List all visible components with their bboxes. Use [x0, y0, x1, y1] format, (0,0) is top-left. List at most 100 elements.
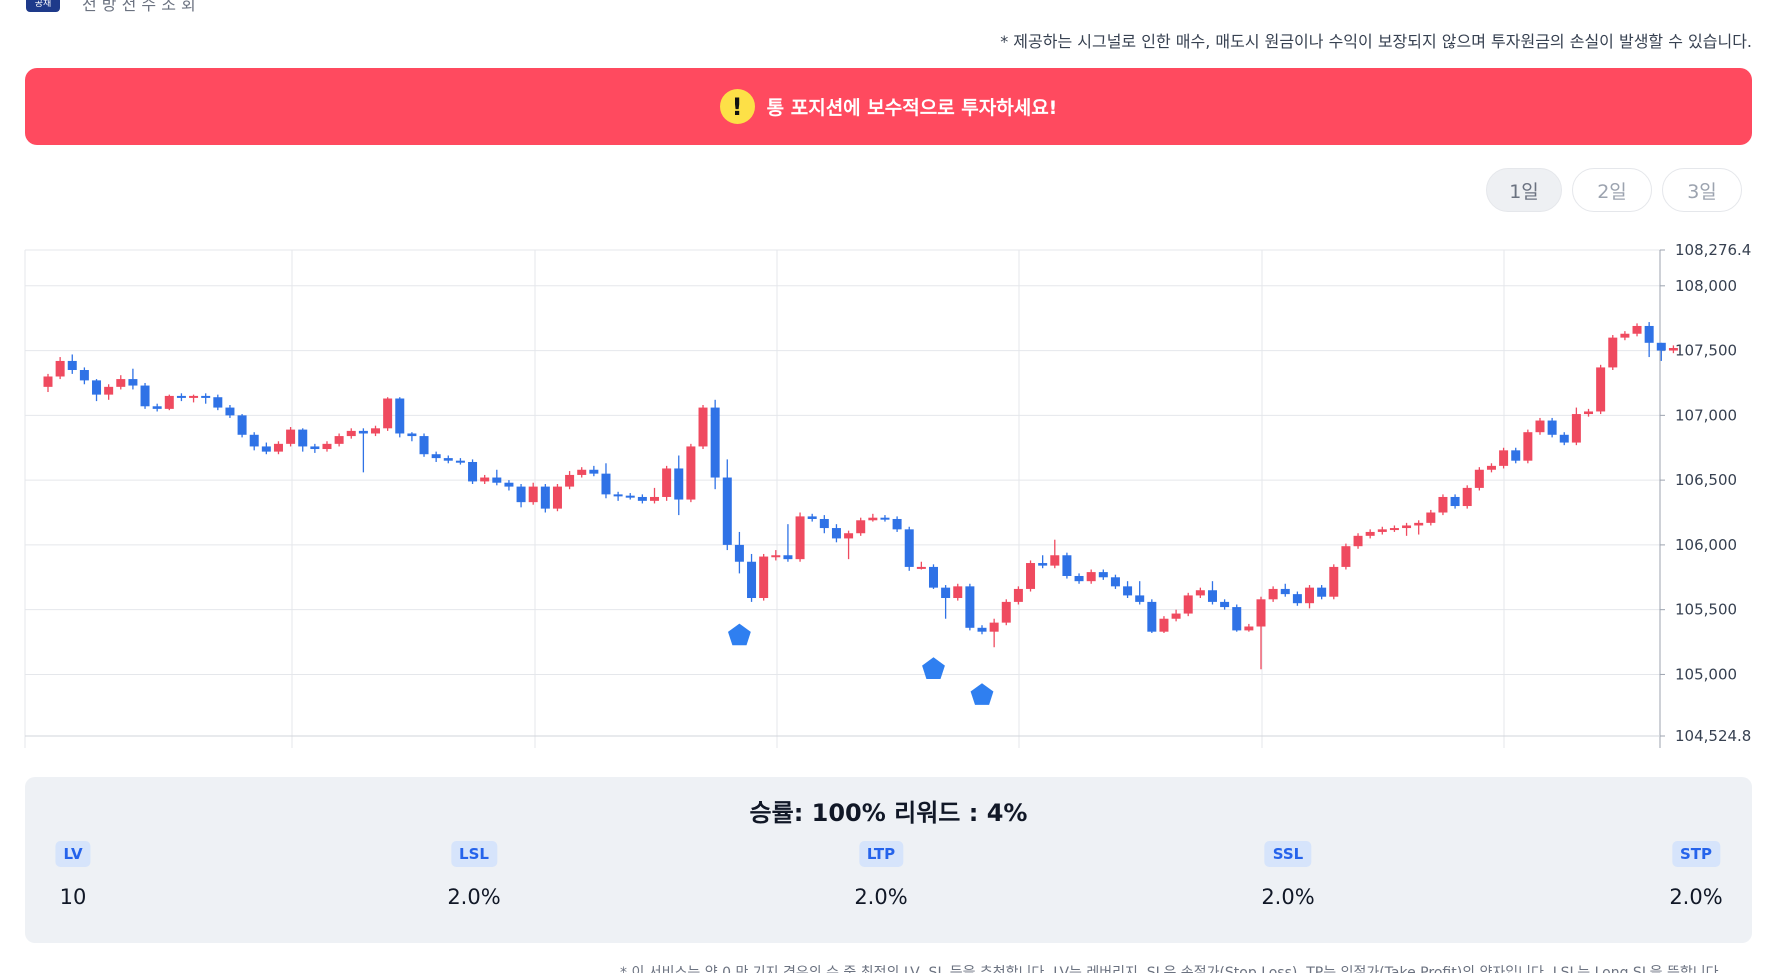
- candle-body: [1183, 595, 1193, 614]
- candle-body: [1171, 613, 1181, 619]
- candle-body: [1038, 563, 1048, 566]
- candle-body: [1123, 586, 1133, 596]
- candle-body: [625, 495, 635, 498]
- candle-body: [1523, 432, 1533, 461]
- candle-body: [480, 477, 490, 482]
- candle-body: [1220, 601, 1230, 608]
- candle-body: [650, 496, 659, 501]
- stat-stp-value: 2.0%: [1669, 885, 1723, 909]
- candle-body: [1438, 496, 1448, 513]
- candle-body: [492, 477, 502, 483]
- candle-body: [1486, 465, 1496, 470]
- candle-body: [1365, 531, 1375, 536]
- price-chart[interactable]: 108,276.4 108,000 107,500 107,000 106,500 106…: [0, 240, 1792, 750]
- candle-body: [1377, 529, 1387, 532]
- candle-body: [856, 520, 866, 534]
- candle-body: [1450, 496, 1460, 507]
- candle-body: [261, 446, 271, 452]
- candle-body: [1305, 587, 1315, 604]
- signal-marker-icon: [970, 683, 994, 705]
- stat-ssl: SSL 2.0%: [1261, 841, 1315, 909]
- candle-body: [1195, 590, 1205, 596]
- candle-body: [1232, 607, 1242, 631]
- y-tick-label: 105,500: [1675, 601, 1737, 619]
- candle-body: [1632, 325, 1642, 334]
- signal-marker-icon: [922, 657, 945, 679]
- stats-title: 승률: 100% 리워드 : 4%: [749, 799, 1028, 827]
- candle-body: [43, 376, 53, 387]
- candle-body: [310, 446, 320, 450]
- candle-body: [249, 434, 259, 447]
- candle-body: [698, 407, 708, 447]
- warning-text: 통 포지션에 보수적으로 투자하세요!: [766, 97, 1058, 119]
- candle-body: [1135, 595, 1145, 602]
- y-tick-label: 106,500: [1675, 471, 1737, 489]
- candle-body: [1353, 535, 1363, 547]
- candle-body: [868, 517, 878, 521]
- candle-body: [104, 386, 114, 395]
- stat-ssl-value: 2.0%: [1261, 885, 1315, 909]
- candle-body: [831, 528, 841, 539]
- tab-1-day[interactable]: 1일: [1486, 168, 1562, 212]
- candle-body: [759, 556, 769, 599]
- page-title: 전 방 전 수 조 회: [82, 0, 196, 14]
- candle-body: [1110, 577, 1120, 587]
- candle-body: [589, 469, 599, 474]
- candle-body: [953, 586, 963, 599]
- candle-body: [819, 518, 829, 529]
- candle-body: [1559, 434, 1569, 443]
- candle-body: [989, 622, 999, 632]
- y-tick-label: 108,276.4: [1675, 241, 1751, 259]
- stat-ssl-label: SSL: [1264, 841, 1312, 867]
- candle-body: [201, 395, 211, 398]
- candle-body: [1668, 347, 1678, 351]
- candle-body: [79, 370, 89, 381]
- range-tabs: 1일 2일 3일: [1486, 168, 1742, 212]
- candle-body: [892, 518, 902, 530]
- candle-body: [783, 555, 793, 560]
- y-tick-label: 106,000: [1675, 536, 1737, 554]
- candle-body: [164, 395, 174, 409]
- y-tick-label: 104,524.8: [1675, 727, 1751, 745]
- candle-body: [1511, 450, 1521, 461]
- candle-body: [1402, 525, 1412, 529]
- candle-body: [1414, 522, 1424, 526]
- candle-body: [601, 473, 611, 495]
- candle-body: [528, 486, 538, 503]
- candle-body: [1147, 601, 1157, 632]
- candle-body: [1280, 588, 1290, 595]
- candle-body: [710, 407, 720, 478]
- candle-body: [916, 566, 926, 569]
- candle-body: [1596, 367, 1606, 412]
- tab-3-day[interactable]: 3일: [1662, 168, 1742, 212]
- y-tick-label: 105,000: [1675, 665, 1737, 683]
- stat-stp-label: STP: [1671, 841, 1721, 867]
- tab-2-day[interactable]: 2일: [1572, 168, 1652, 212]
- stat-ltp: LTP 2.0%: [854, 841, 908, 909]
- candle-body: [1207, 590, 1217, 602]
- candle-body: [941, 587, 951, 599]
- candle-body: [383, 398, 393, 429]
- candle-body: [504, 482, 514, 487]
- candle-body: [140, 385, 150, 407]
- candle-body: [116, 379, 126, 387]
- candle-body: [273, 443, 283, 452]
- candle-body: [1001, 601, 1011, 623]
- signal-marker-icon: [728, 623, 751, 646]
- candle-body: [722, 477, 732, 545]
- candle-body: [1050, 555, 1060, 566]
- candle-body: [322, 443, 332, 450]
- exclamation-icon: !: [719, 89, 755, 124]
- logo-badge: 공채: [26, 0, 60, 12]
- candle-body: [552, 486, 562, 509]
- candle-body: [1026, 563, 1036, 589]
- candle-body: [1013, 588, 1023, 602]
- candle-body: [1644, 325, 1654, 343]
- candle-body: [904, 529, 914, 567]
- stat-lsl-value: 2.0%: [447, 885, 501, 909]
- stat-stp: STP 2.0%: [1669, 841, 1723, 909]
- candle-body: [1062, 555, 1072, 576]
- candle-body: [795, 516, 805, 560]
- candle-body: [176, 395, 186, 398]
- candle-body: [334, 436, 344, 444]
